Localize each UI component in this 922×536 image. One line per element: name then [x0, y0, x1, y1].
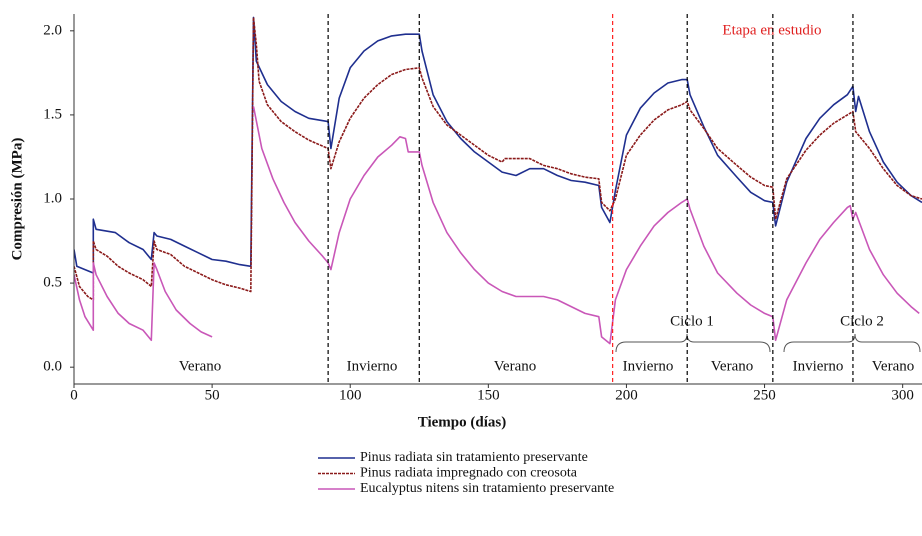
- legend-label: Eucalyptus nitens sin tratamiento preser…: [360, 481, 614, 496]
- plot-area: [74, 16, 922, 345]
- series-line: [74, 16, 922, 301]
- annotation: Verano: [711, 358, 753, 374]
- annotation: Etapa en estudio: [722, 22, 821, 38]
- y-tick-label: 2.0: [43, 22, 62, 38]
- y-tick-label: 1.0: [43, 190, 62, 206]
- legend: Pinus radiata sin tratamiento preservant…: [318, 450, 614, 496]
- annotation: Ciclo 1: [670, 313, 714, 329]
- x-tick-label: 150: [477, 387, 500, 403]
- brace: [615, 333, 771, 353]
- x-axis-title: Tiempo (días): [418, 414, 506, 430]
- annotation: Verano: [872, 358, 914, 374]
- x-tick-label: 100: [339, 387, 362, 403]
- x-tick-label: 200: [615, 387, 638, 403]
- y-axis-title: Compresión (MPa): [9, 138, 25, 261]
- y-tick-label: 0.5: [43, 275, 62, 291]
- x-tick-label: 300: [891, 387, 914, 403]
- legend-label: Pinus radiata impregnado con creosota: [360, 466, 578, 481]
- x-tick-label: 50: [205, 387, 220, 403]
- annotation: Invierno: [347, 358, 398, 374]
- annotation: Verano: [494, 358, 536, 374]
- annotation: Ciclo 2: [840, 313, 884, 329]
- annotation: Verano: [179, 358, 221, 374]
- y-tick-label: 0.0: [43, 359, 62, 375]
- y-tick-label: 1.5: [43, 106, 62, 122]
- annotation: Invierno: [623, 358, 674, 374]
- x-tick-label: 250: [753, 387, 776, 403]
- x-tick-label: 0: [70, 387, 78, 403]
- brace: [783, 333, 921, 353]
- series-line: [74, 16, 922, 274]
- legend-label: Pinus radiata sin tratamiento preservant…: [360, 450, 588, 465]
- series-line: [74, 106, 920, 345]
- annotation: Invierno: [793, 358, 844, 374]
